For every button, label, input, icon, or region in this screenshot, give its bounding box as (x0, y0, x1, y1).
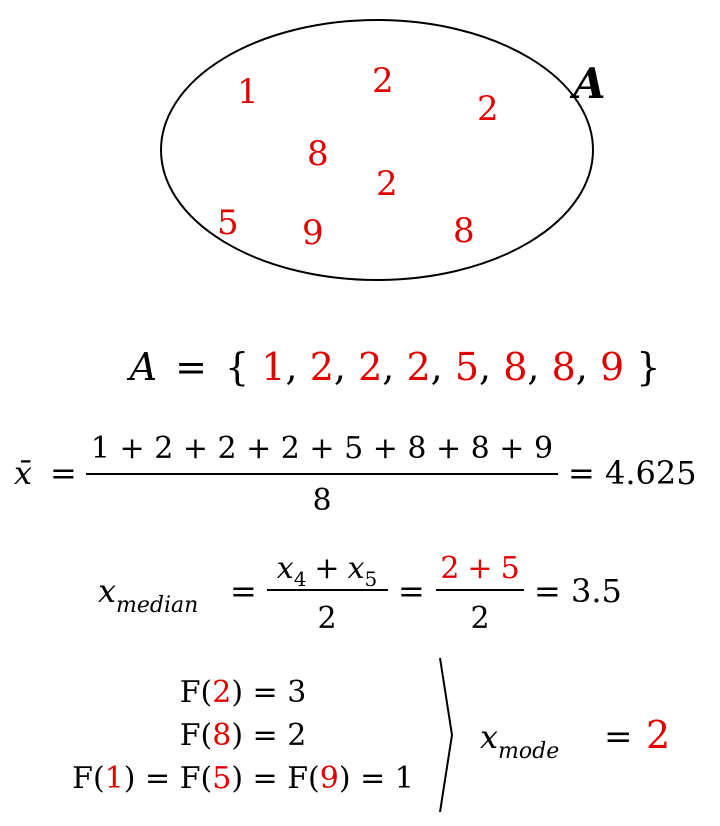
frequency-text: F( (72, 761, 105, 796)
mean-equals: = (50, 454, 77, 492)
median-equals: = (230, 572, 257, 610)
set-listing-lhs: A (127, 345, 157, 389)
set-listing-value: 2 (358, 345, 382, 389)
mode-section: F(2) = 3 F(8) = 2 F(1) = F(5) = F(9) = 1… (72, 657, 670, 813)
frequency-text: ) = 3 (231, 675, 306, 710)
frequency-text: ) = 1 (339, 761, 414, 796)
set-listing-value: 2 (310, 345, 334, 389)
frequency-argument: 8 (212, 718, 231, 753)
frequency-argument: 9 (320, 761, 339, 796)
mode-variable: xmode (480, 718, 559, 764)
median-denominator-2: 2 (470, 601, 489, 636)
mean-numerator: 1 + 2 + 2 + 2 + 5 + 8 + 8 + 9 (91, 431, 553, 466)
set-member: 2 (376, 164, 398, 204)
set-member: 1 (237, 72, 259, 112)
median-variable: xmedian (98, 572, 198, 618)
set-listing-value: 2 (406, 345, 430, 389)
frequency-argument: 5 (212, 761, 231, 796)
frequency-text: ) = F( (231, 761, 319, 796)
frequency-text: F( (180, 718, 213, 753)
set-listing-open-brace: { (225, 345, 249, 389)
set-member: 9 (302, 213, 324, 253)
median-denominator: 2 (317, 601, 336, 636)
frequency-text: F( (180, 675, 213, 710)
set-listing-value: 8 (552, 345, 576, 389)
median-equation: xmedian = x4 + x5 2 = 2 +5 2 = 3.5 (98, 551, 622, 636)
set-member: 8 (453, 211, 475, 251)
set-listing-equation: A = { 1, 2, 2, 2, 5, 8, 8, 9 } (127, 345, 661, 389)
set-member: 2 (477, 89, 499, 129)
set-listing-equals: = (175, 345, 207, 389)
mean-equation: x̄ = 1 + 2 + 2 + 2 + 5 + 8 + 8 + 9 8 = 4… (14, 431, 697, 518)
set-member: 5 (217, 203, 239, 243)
median-result: = 3.5 (534, 572, 622, 610)
set-listing-value: 5 (455, 345, 479, 389)
set-ellipse-group: A 1 2 2 8 2 5 9 8 (160, 19, 606, 281)
frequency-row: F(8) = 2 (180, 718, 307, 753)
median-numerator-values: 2 +5 (440, 551, 519, 586)
set-member: 8 (307, 134, 329, 174)
median-numerator-symbolic: x4 + x5 (277, 551, 377, 591)
median-equals-2: = (398, 572, 425, 610)
mode-equals: = (604, 717, 633, 757)
set-listing-close-brace: } (636, 345, 660, 389)
set-listing-value: 8 (503, 345, 527, 389)
frequency-argument: 1 (105, 761, 124, 796)
set-member: 2 (372, 61, 394, 101)
set-label: A (569, 59, 606, 108)
frequency-text: ) = F( (124, 761, 212, 796)
mode-right-brace (439, 657, 454, 813)
mode-value: 2 (646, 713, 670, 757)
set-listing-value: 9 (600, 345, 624, 389)
mean-result: = 4.625 (568, 454, 697, 492)
frequency-row: F(1) = F(5) = F(9) = 1 (72, 761, 414, 796)
frequency-row: F(2) = 3 (180, 675, 307, 710)
set-listing-value: 1 (261, 345, 285, 389)
mean-symbol: x̄ (14, 454, 32, 492)
mean-denominator: 8 (312, 483, 331, 518)
frequency-argument: 2 (212, 675, 231, 710)
set-ellipse (160, 19, 594, 281)
frequency-text: ) = 2 (231, 718, 306, 753)
